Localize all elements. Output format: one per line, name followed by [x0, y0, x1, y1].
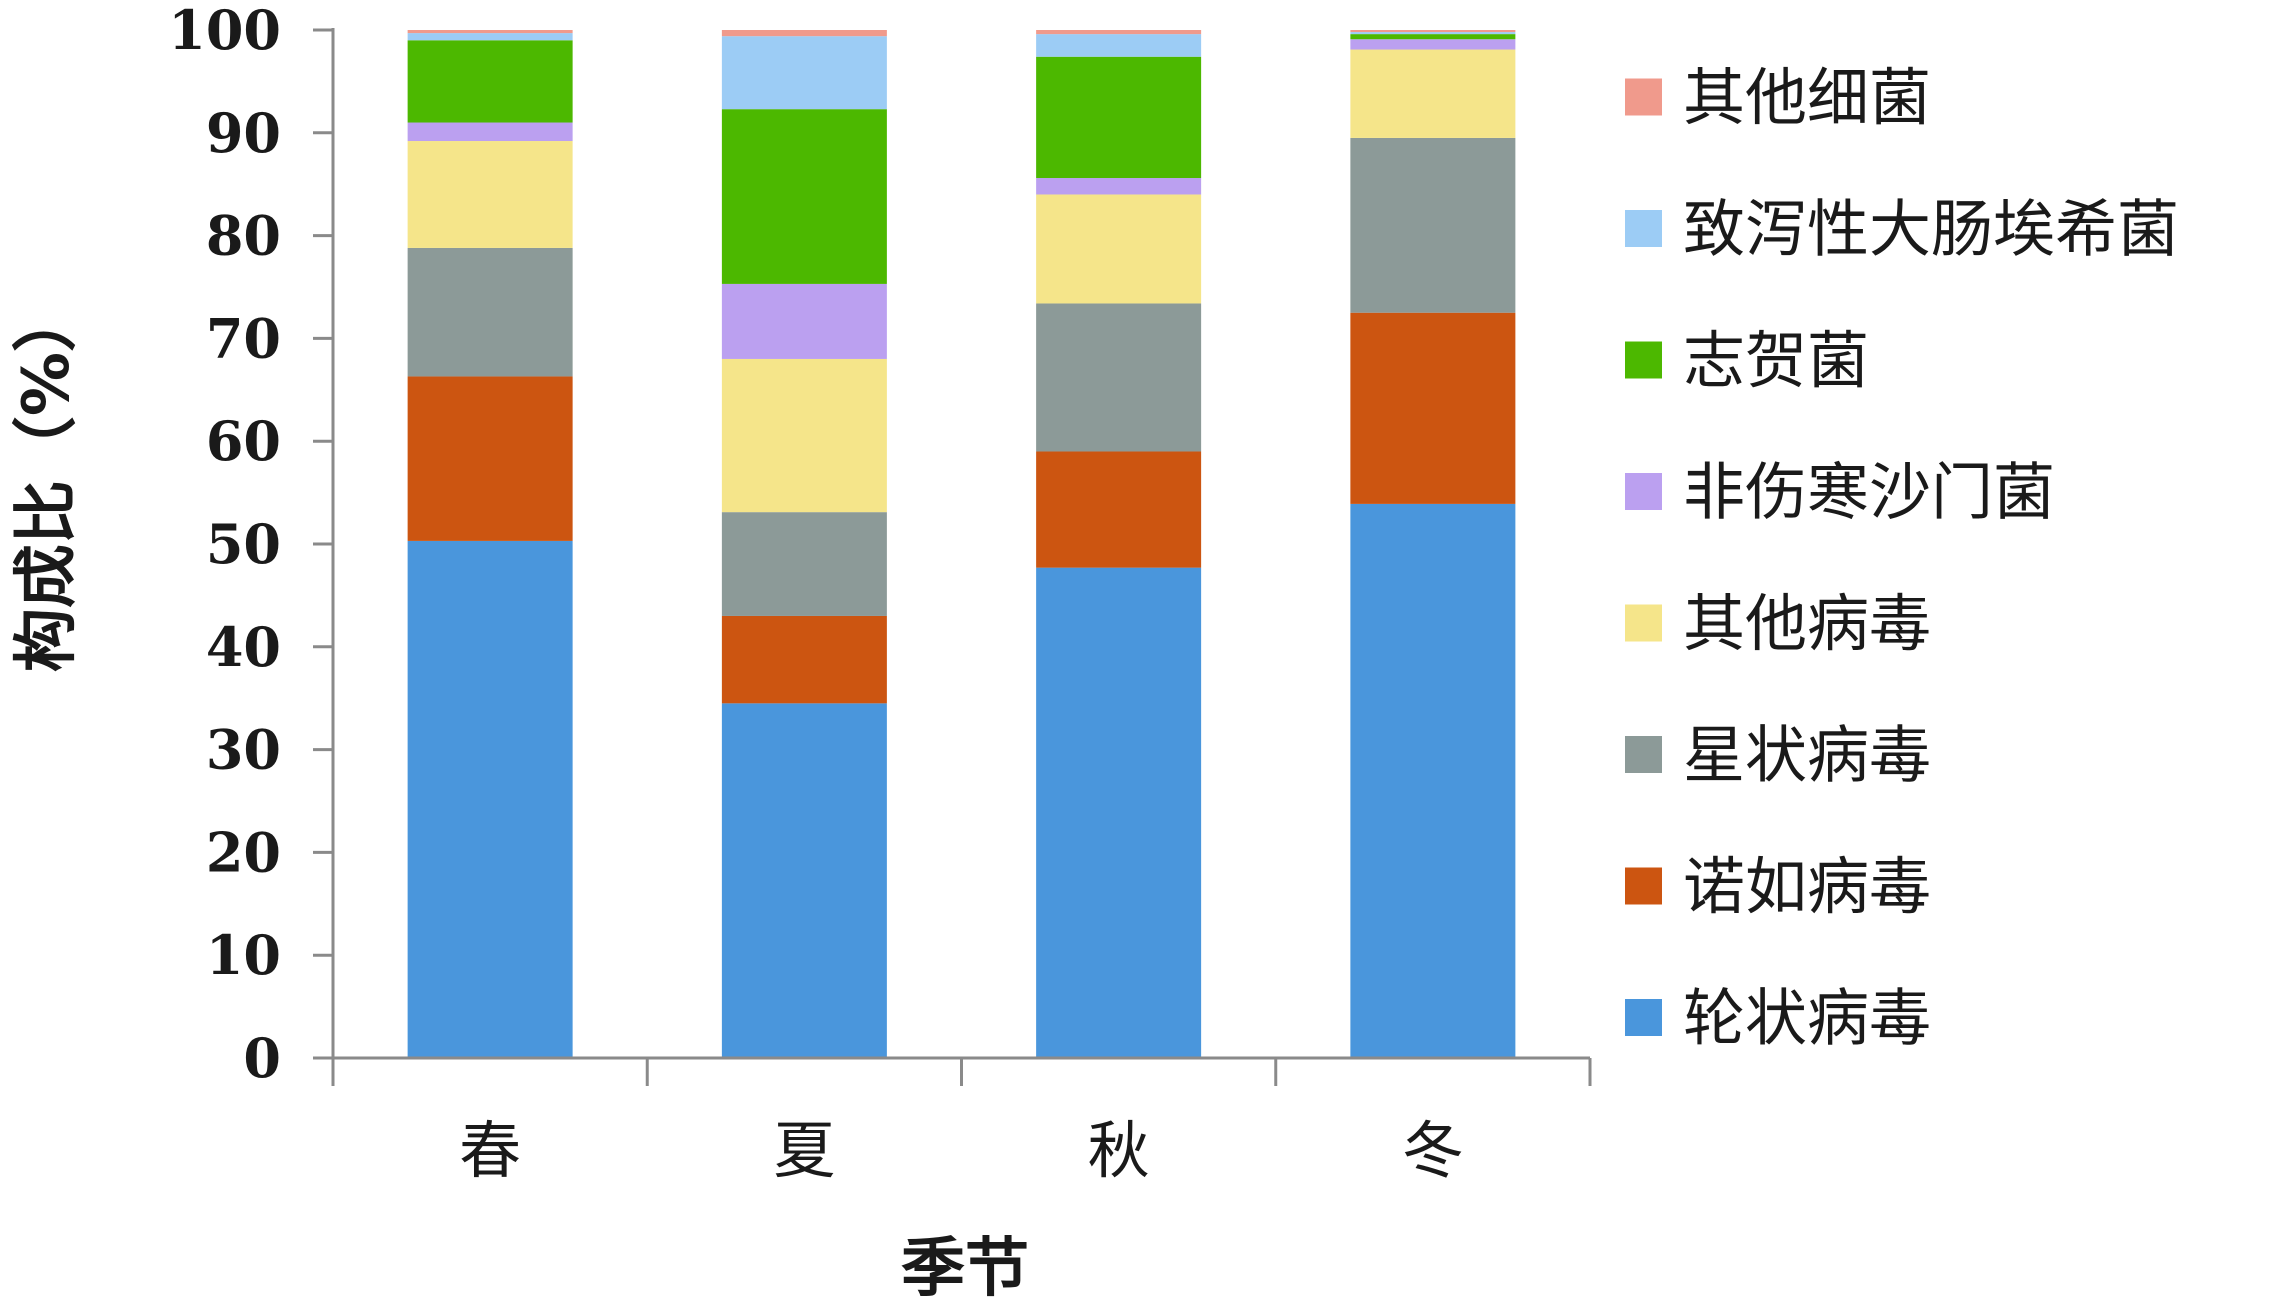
bar-segment-0-5 [407, 40, 573, 123]
y-tick-label: 100 [168, 0, 281, 62]
bar-segment-2-3 [1036, 194, 1202, 304]
y-tick-label: 70 [206, 306, 281, 370]
bar-segment-3-5 [1350, 34, 1516, 40]
bar-segment-2-4 [1036, 178, 1202, 195]
legend-label: 轮状病毒 [1683, 982, 1931, 1055]
bar-segment-1-6 [721, 36, 887, 110]
legend-label: 诺如病毒 [1683, 850, 1931, 923]
y-tick-label: 20 [206, 820, 281, 884]
bar-segment-2-7 [1036, 30, 1202, 35]
y-tick-label: 80 [206, 204, 281, 268]
bar-segment-1-3 [721, 358, 887, 513]
bar-segment-0-7 [407, 30, 573, 34]
x-axis-title: 季节 [901, 1232, 1029, 1297]
bar-segment-2-5 [1036, 56, 1202, 179]
legend-label: 志贺菌 [1683, 324, 1869, 397]
legend-swatch [1625, 867, 1662, 905]
legend-swatch [1625, 78, 1662, 116]
bar-segment-2-1 [1036, 451, 1202, 568]
bar-segment-3-7 [1350, 30, 1516, 33]
legend-label: 非伤寒沙门菌 [1683, 456, 2055, 529]
bar-segment-0-4 [407, 122, 573, 142]
bar-segment-1-7 [721, 30, 887, 37]
bar-segment-0-1 [407, 376, 573, 541]
bar-segment-1-4 [721, 283, 887, 359]
y-tick-label: 90 [206, 101, 281, 165]
bar-segment-3-0 [1350, 503, 1516, 1059]
x-category-label: 秋 [1088, 1114, 1150, 1187]
x-category-label: 春 [459, 1114, 521, 1187]
bar-segment-3-2 [1350, 137, 1516, 313]
bar-segment-3-3 [1350, 49, 1516, 138]
x-category-labels: 春夏秋冬 [459, 1114, 1464, 1187]
bar-segment-2-2 [1036, 303, 1202, 452]
axes-layer [313, 28, 1592, 1086]
bar-segment-0-3 [407, 141, 573, 248]
legend-swatch [1625, 999, 1662, 1036]
bars-layer [407, 30, 1516, 1059]
bar-segment-1-5 [721, 109, 887, 284]
legend-label: 星状病毒 [1683, 719, 1931, 792]
bar-segment-3-4 [1350, 39, 1516, 50]
legend-swatch [1625, 736, 1662, 773]
y-axis-title: 构成比（%） [10, 288, 84, 672]
y-tick-label: 30 [206, 718, 281, 782]
y-tick-labels: 0 10 20 30 40 50 60 70 80 90 100 [168, 0, 281, 1090]
legend-swatch [1625, 604, 1662, 642]
y-tick-label: 60 [206, 409, 281, 473]
y-tick-label: 0 [243, 1026, 281, 1090]
legend-label: 其他病毒 [1683, 587, 1931, 660]
legend-swatch [1625, 341, 1662, 379]
legend-label: 致泻性大肠埃希菌 [1683, 193, 2179, 266]
x-category-label: 冬 [1402, 1114, 1464, 1187]
bar-segment-0-6 [407, 33, 573, 41]
legend-label: 其他细菌 [1683, 61, 1931, 134]
bar-segment-2-6 [1036, 34, 1202, 57]
bar-segment-3-6 [1350, 32, 1516, 35]
x-category-label: 夏 [773, 1114, 835, 1187]
bar-segment-1-0 [721, 703, 887, 1058]
y-tick-label: 40 [206, 615, 281, 679]
bar-segment-0-0 [407, 540, 573, 1058]
legend-swatch [1625, 210, 1662, 247]
bar-segment-1-1 [721, 615, 887, 704]
bar-segment-2-0 [1036, 567, 1202, 1058]
bar-segment-3-1 [1350, 312, 1516, 504]
bar-segment-0-2 [407, 247, 573, 377]
bar-segment-1-2 [721, 512, 887, 616]
y-tick-label: 50 [206, 512, 281, 576]
legend-swatch [1625, 473, 1662, 510]
y-tick-label: 10 [206, 923, 281, 987]
